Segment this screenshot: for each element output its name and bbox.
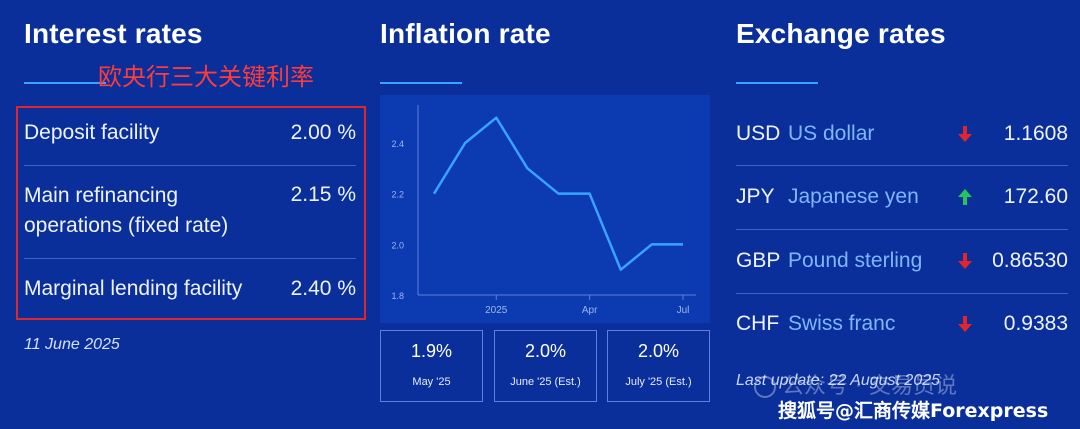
- watermark: 公众号 · 交易员说: [754, 368, 957, 400]
- card-value: 2.0%: [524, 341, 567, 361]
- last-update-text: Last update: 22 August 2025: [736, 372, 941, 389]
- fx-row-jpy: JPY Japanese yen 172.60: [736, 177, 1068, 217]
- exchange-rate-value: 1.1608: [1003, 122, 1068, 145]
- source-credit: 搜狐号@汇商传媒Forexpress: [778, 400, 1049, 422]
- interest-rates-title: Interest rates: [24, 18, 203, 49]
- rate-label: Marginal lending facility: [24, 277, 243, 300]
- y-tick-label: 2.4: [391, 139, 404, 149]
- rate-label: Deposit facility: [24, 121, 160, 144]
- card-value: 1.9%: [410, 341, 453, 361]
- inflation-chart: 1.8 2.0 2.2 2.4 2025 Apr Jul: [380, 95, 710, 323]
- wechat-logo-icon: [754, 376, 776, 398]
- rate-label: Main refinancing operations (fixed rate): [24, 184, 229, 237]
- card-label: July '25 (Est.): [625, 376, 692, 388]
- arrow-down-icon: [958, 253, 972, 269]
- exchange-rate-value: 0.86530: [992, 249, 1068, 272]
- y-tick-label: 2.2: [391, 190, 404, 200]
- card-value: 2.0%: [637, 341, 680, 361]
- rate-row-main-refinancing: Main refinancing operations (fixed rate)…: [24, 181, 356, 241]
- rate-value: 2.15 %: [290, 183, 356, 206]
- arrow-down-icon: [958, 316, 972, 332]
- x-tick-label: Jul: [677, 305, 690, 316]
- currency-name-link[interactable]: Japanese yen: [788, 185, 919, 208]
- rate-row-marginal-lending: Marginal lending facility 2.40 %: [24, 274, 356, 304]
- currency-code: CHF: [736, 312, 780, 335]
- inflation-title: Inflation rate: [380, 18, 551, 49]
- fx-row-gbp: GBP Pound sterling 0.86530: [736, 241, 1068, 281]
- currency-code: GBP: [736, 249, 781, 272]
- currency-name-link[interactable]: US dollar: [788, 122, 875, 145]
- exchange-rates-title: Exchange rates: [736, 18, 946, 49]
- x-tick-label: Apr: [582, 305, 598, 316]
- rate-row-deposit: Deposit facility 2.00 %: [24, 118, 356, 148]
- y-tick-label: 2.0: [391, 240, 404, 250]
- arrow-down-icon: [958, 126, 972, 142]
- title-underline: [24, 82, 106, 84]
- x-tick-label: 2025: [485, 305, 508, 316]
- title-underline: [736, 82, 818, 84]
- rates-date: 11 June 2025: [24, 336, 120, 353]
- exchange-rate-value: 172.60: [1003, 185, 1068, 208]
- currency-name-link[interactable]: Pound sterling: [788, 249, 923, 272]
- divider: [24, 165, 356, 166]
- inflation-card-june: 2.0% June '25 (Est.): [494, 330, 597, 402]
- rate-value: 2.40 %: [290, 277, 356, 300]
- card-label: June '25 (Est.): [510, 376, 581, 388]
- inflation-line-chart: 1.8 2.0 2.2 2.4 2025 Apr Jul: [391, 105, 696, 316]
- fx-row-usd: USD US dollar 1.1608: [736, 114, 1068, 154]
- currency-name-link[interactable]: Swiss franc: [788, 312, 896, 335]
- card-label: May '25: [412, 376, 451, 388]
- exchange-rate-value: 0.9383: [1003, 312, 1068, 335]
- chinese-annotation: 欧央行三大关键利率: [98, 63, 314, 91]
- inflation-card-may: 1.9% May '25: [380, 330, 483, 402]
- inflation-series-line: [432, 116, 683, 271]
- highlight-box: [16, 106, 366, 320]
- title-underline: [380, 82, 462, 84]
- divider: [736, 165, 1068, 166]
- inflation-cards: 1.9% May '25 2.0% June '25 (Est.) 2.0% J…: [380, 330, 710, 402]
- rate-value: 2.00 %: [290, 121, 356, 144]
- divider: [736, 229, 1068, 230]
- divider: [24, 258, 356, 259]
- arrow-up-icon: [958, 189, 972, 205]
- currency-code: USD: [736, 122, 781, 145]
- y-tick-label: 1.8: [391, 291, 404, 301]
- inflation-card-july: 2.0% July '25 (Est.): [607, 330, 710, 402]
- divider: [736, 293, 1068, 294]
- currency-code: JPY: [736, 185, 775, 208]
- fx-row-chf: CHF Swiss franc 0.9383: [736, 304, 1068, 344]
